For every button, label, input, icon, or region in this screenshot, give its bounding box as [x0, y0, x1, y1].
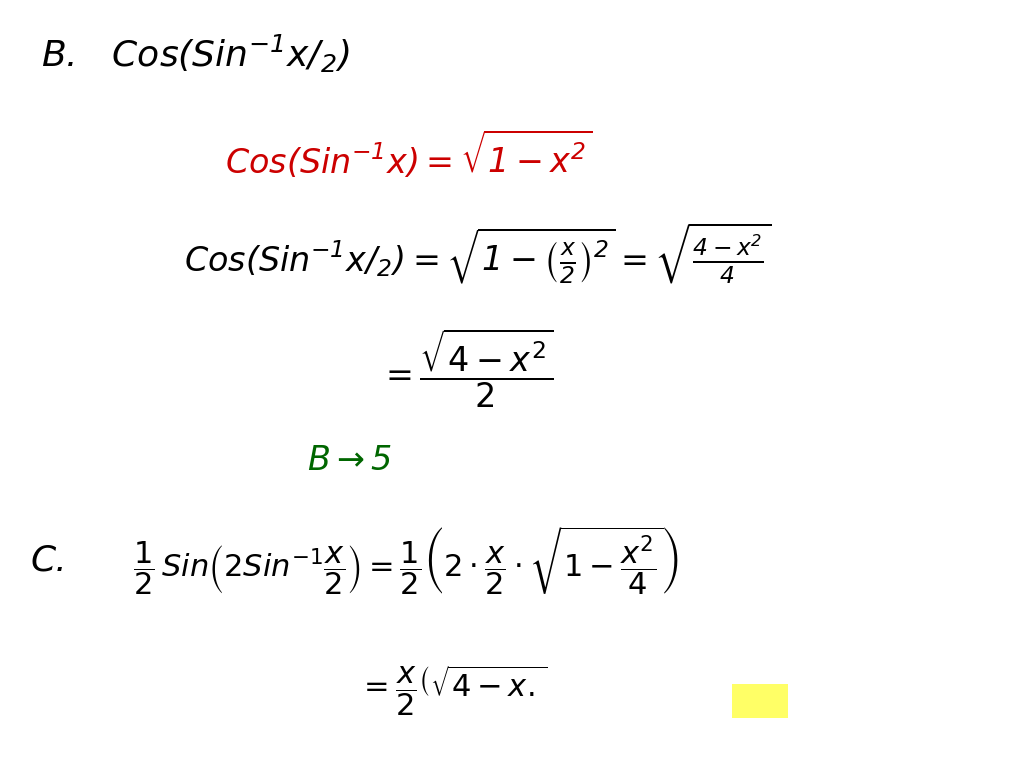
FancyBboxPatch shape: [732, 684, 788, 718]
Text: C.: C.: [31, 544, 68, 578]
Text: $= \dfrac{x}{2}\left(\sqrt{4-x.}\right.$: $= \dfrac{x}{2}\left(\sqrt{4-x.}\right.$: [358, 664, 548, 718]
Text: $\mathregular{B \rightarrow 5}$: $\mathregular{B \rightarrow 5}$: [307, 445, 392, 477]
Text: $\mathregular{Cos(Sin^{-1}x) = \sqrt{1-x^2}}$: $\mathregular{Cos(Sin^{-1}x) = \sqrt{1-x…: [225, 127, 592, 180]
Text: $= \dfrac{\sqrt{4-x^2}}{2}$: $= \dfrac{\sqrt{4-x^2}}{2}$: [379, 327, 553, 410]
Text: $\mathregular{Cos(Sin^{-1}x/_{2}) = \sqrt{1-\left(\frac{x}{2}\right)^2} = \sqrt{: $\mathregular{Cos(Sin^{-1}x/_{2}) = \sqr…: [184, 220, 772, 286]
Text: B.   $\mathregular{Cos(Sin^{-1}x/_{2})}$: B. $\mathregular{Cos(Sin^{-1}x/_{2})}$: [41, 33, 350, 74]
Text: $\dfrac{1}{2}\,Sin\left(2Sin^{-1}\dfrac{x}{2}\right) = \dfrac{1}{2}\left(2\cdot\: $\dfrac{1}{2}\,Sin\left(2Sin^{-1}\dfrac{…: [133, 525, 679, 597]
